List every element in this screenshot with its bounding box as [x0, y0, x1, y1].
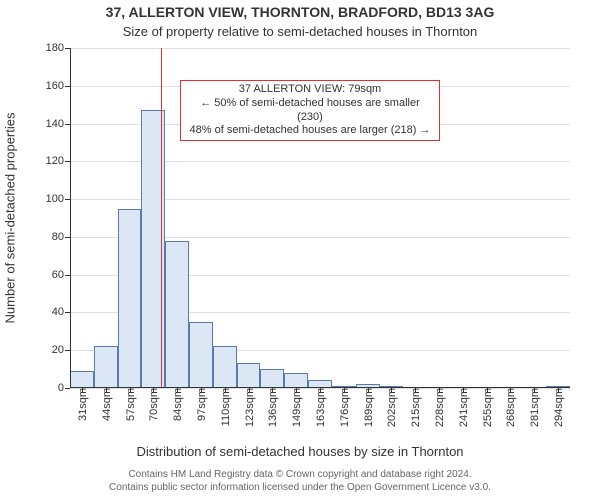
xtick-label: 189sqm — [361, 388, 375, 427]
reference-line — [161, 48, 162, 388]
annotation-line3: 48% of semi-detached houses are larger (… — [187, 124, 433, 138]
figure: 37, ALLERTON VIEW, THORNTON, BRADFORD, B… — [0, 0, 600, 500]
x-axis-label: Distribution of semi-detached houses by … — [0, 444, 600, 459]
ytick-label: 100 — [46, 193, 70, 205]
xtick-label: 281sqm — [527, 388, 541, 427]
xtick-label: 149sqm — [289, 388, 303, 427]
bar — [70, 371, 94, 388]
annotation-line2: ← 50% of semi-detached houses are smalle… — [187, 97, 433, 125]
xtick-label: 110sqm — [218, 388, 232, 426]
bar — [189, 322, 213, 388]
footer-line1: Contains HM Land Registry data © Crown c… — [0, 468, 600, 481]
xtick-label: 241sqm — [456, 388, 470, 427]
gridline — [70, 48, 570, 49]
ytick-label: 80 — [52, 231, 70, 243]
annotation-box: 37 ALLERTON VIEW: 79sqm ← 50% of semi-de… — [180, 80, 440, 141]
annotation-line1: 37 ALLERTON VIEW: 79sqm — [187, 83, 433, 97]
xtick-label: 70sqm — [146, 388, 160, 421]
xtick-label: 294sqm — [551, 388, 565, 427]
footer-line2: Contains public sector information licen… — [0, 481, 600, 494]
ytick-label: 0 — [58, 382, 70, 394]
ytick-label: 40 — [52, 306, 70, 318]
bar — [260, 369, 284, 388]
footer: Contains HM Land Registry data © Crown c… — [0, 468, 600, 494]
ytick-label: 140 — [46, 118, 70, 130]
xtick-label: 123sqm — [242, 388, 256, 427]
ytick-label: 60 — [52, 269, 70, 281]
bar — [284, 373, 308, 388]
y-axis-label: Number of semi-detached properties — [3, 113, 18, 324]
xtick-label: 202sqm — [384, 388, 398, 427]
bar — [94, 346, 118, 388]
xtick-label: 215sqm — [408, 388, 422, 427]
x-axis-line — [70, 387, 570, 388]
bar — [165, 241, 189, 388]
xtick-label: 136sqm — [265, 388, 279, 427]
xtick-label: 176sqm — [337, 388, 351, 427]
xtick-label: 57sqm — [123, 388, 137, 421]
xtick-label: 163sqm — [313, 388, 327, 427]
xtick-label: 255sqm — [480, 388, 494, 427]
bar — [213, 346, 237, 388]
xtick-label: 268sqm — [503, 388, 517, 427]
y-axis-line — [70, 48, 71, 388]
plot-area: 37 ALLERTON VIEW: 79sqm ← 50% of semi-de… — [70, 48, 570, 388]
ytick-label: 20 — [52, 344, 70, 356]
xtick-label: 228sqm — [432, 388, 446, 427]
xtick-label: 97sqm — [194, 388, 208, 421]
chart-title: 37, ALLERTON VIEW, THORNTON, BRADFORD, B… — [0, 4, 600, 20]
ytick-label: 160 — [46, 80, 70, 92]
bar — [118, 209, 142, 388]
chart-subtitle: Size of property relative to semi-detach… — [0, 24, 600, 39]
ytick-label: 120 — [46, 155, 70, 167]
ytick-label: 180 — [46, 42, 70, 54]
xtick-label: 44sqm — [99, 388, 113, 421]
bar — [237, 363, 261, 388]
xtick-label: 31sqm — [75, 388, 89, 421]
xtick-label: 84sqm — [170, 388, 184, 421]
